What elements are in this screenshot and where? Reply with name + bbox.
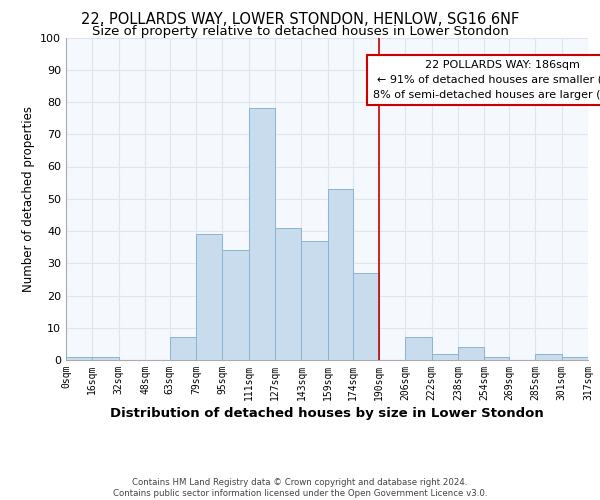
Bar: [196, 234, 223, 360]
X-axis label: Distribution of detached houses by size in Lower Stondon: Distribution of detached houses by size …: [110, 407, 544, 420]
Bar: [405, 338, 431, 360]
Bar: [92, 357, 119, 360]
Bar: [301, 240, 328, 360]
Bar: [353, 273, 379, 360]
Text: 22, POLLARDS WAY, LOWER STONDON, HENLOW, SG16 6NF: 22, POLLARDS WAY, LOWER STONDON, HENLOW,…: [81, 12, 519, 28]
Bar: [562, 357, 588, 360]
Bar: [275, 228, 301, 360]
Y-axis label: Number of detached properties: Number of detached properties: [22, 106, 35, 292]
Bar: [484, 357, 509, 360]
Bar: [431, 354, 458, 360]
Bar: [223, 250, 249, 360]
Bar: [458, 347, 484, 360]
Bar: [249, 108, 275, 360]
Text: Size of property relative to detached houses in Lower Stondon: Size of property relative to detached ho…: [92, 25, 508, 38]
Bar: [170, 338, 196, 360]
Text: Contains HM Land Registry data © Crown copyright and database right 2024.
Contai: Contains HM Land Registry data © Crown c…: [113, 478, 487, 498]
Text: 22 POLLARDS WAY: 186sqm
← 91% of detached houses are smaller (303)
8% of semi-de: 22 POLLARDS WAY: 186sqm ← 91% of detache…: [373, 60, 600, 100]
Bar: [535, 354, 562, 360]
Bar: [328, 189, 353, 360]
Bar: [66, 357, 92, 360]
